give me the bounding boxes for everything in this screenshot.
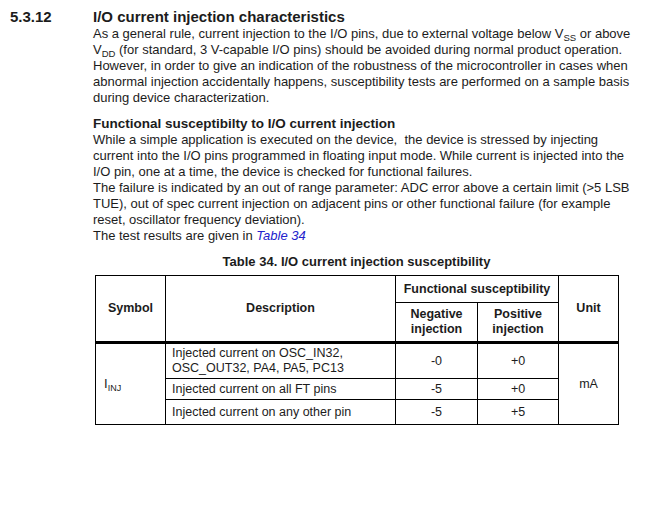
paragraph-results: The test results are given in Table 34: [93, 228, 633, 244]
table-row: Injected current on all FT pins -5 +0: [96, 379, 619, 400]
positive-value-cell: +0: [478, 379, 559, 400]
intro-text-3: (for standard, 3 V-capable I/O pins) sho…: [93, 42, 633, 105]
table-34-link[interactable]: Table 34: [256, 228, 305, 243]
section-heading: 5.3.12 I/O current injection characteris…: [10, 8, 655, 26]
col-header-group: Functional susceptibility: [396, 276, 559, 303]
col-header-unit: Unit: [559, 276, 619, 343]
io-injection-table: Symbol Description Functional susceptibi…: [95, 275, 619, 425]
table-section: Table 34. I/O current injection suscepti…: [95, 254, 618, 425]
page-content: As a general rule, current injection to …: [93, 26, 633, 425]
symbol-subscript: INJ: [108, 383, 122, 393]
section-title: I/O current injection characteristics: [93, 8, 345, 26]
col-header-description: Description: [166, 276, 396, 343]
table-caption: Table 34. I/O current injection suscepti…: [95, 254, 618, 270]
subsection-title: Functional susceptibilty to I/O current …: [93, 115, 633, 132]
positive-value-cell: +5: [478, 400, 559, 425]
table-row: Injected current on any other pin -5 +5: [96, 400, 619, 425]
col-header-negative: Negative injection: [396, 303, 478, 343]
description-cell: Injected current on all FT pins: [166, 379, 396, 400]
description-cell: Injected current on any other pin: [166, 400, 396, 425]
section-number: 5.3.12: [10, 8, 93, 26]
negative-value-cell: -5: [396, 379, 478, 400]
symbol-cell: IINJ: [96, 343, 166, 425]
intro-text-1: As a general rule, current injection to …: [93, 26, 563, 41]
description-cell: Injected current on OSC_IN32, OSC_OUT32,…: [166, 343, 396, 379]
unit-cell: mA: [559, 343, 619, 425]
paragraph-intro: As a general rule, current injection to …: [93, 26, 633, 106]
results-text: The test results are given in: [93, 228, 256, 243]
paragraph-failure: The failure is indicated by an out of ra…: [93, 180, 633, 228]
table-row: IINJ Injected current on OSC_IN32, OSC_O…: [96, 343, 619, 379]
paragraph-method: While a simple application is executed o…: [93, 132, 633, 180]
negative-value-cell: -5: [396, 400, 478, 425]
negative-value-cell: -0: [396, 343, 478, 379]
positive-value-cell: +0: [478, 343, 559, 379]
col-header-symbol: Symbol: [96, 276, 166, 343]
col-header-positive: Positive injection: [478, 303, 559, 343]
